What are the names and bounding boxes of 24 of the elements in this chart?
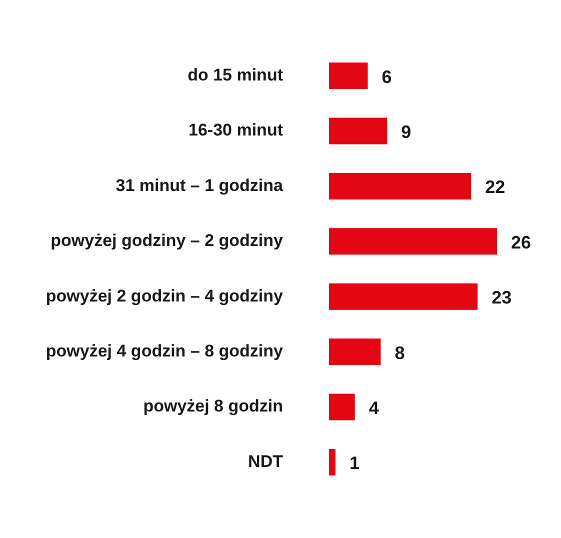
data-label: 1 [349,453,360,474]
bar [329,62,368,90]
y-tick-label: 16-30 minut [188,120,284,140]
y-tick-label: 31 minut – 1 godzina [116,176,284,195]
y-tick-label: NDT [248,452,284,471]
y-tick-label: powyżej godziny – 2 godziny [50,231,284,250]
bar [329,448,336,476]
bar [329,172,472,200]
data-label: 9 [401,122,412,142]
y-tick-label: powyżej 8 godzin [143,396,283,416]
data-label: 23 [492,288,512,308]
data-label: 8 [394,342,405,363]
bar [329,338,381,366]
bar [329,228,497,255]
y-tick-label: powyżej 4 godzin – 8 godziny [46,341,284,360]
y-tick-label: do 15 minut [188,65,284,84]
bar [329,394,355,420]
data-label: 22 [485,177,506,198]
data-label: 26 [511,232,532,252]
bar [329,283,478,310]
data-label: 4 [368,398,379,418]
y-tick-label: powyżej 2 godzin – 4 godziny [46,286,284,306]
data-label: 6 [382,66,392,87]
bar [329,118,388,144]
